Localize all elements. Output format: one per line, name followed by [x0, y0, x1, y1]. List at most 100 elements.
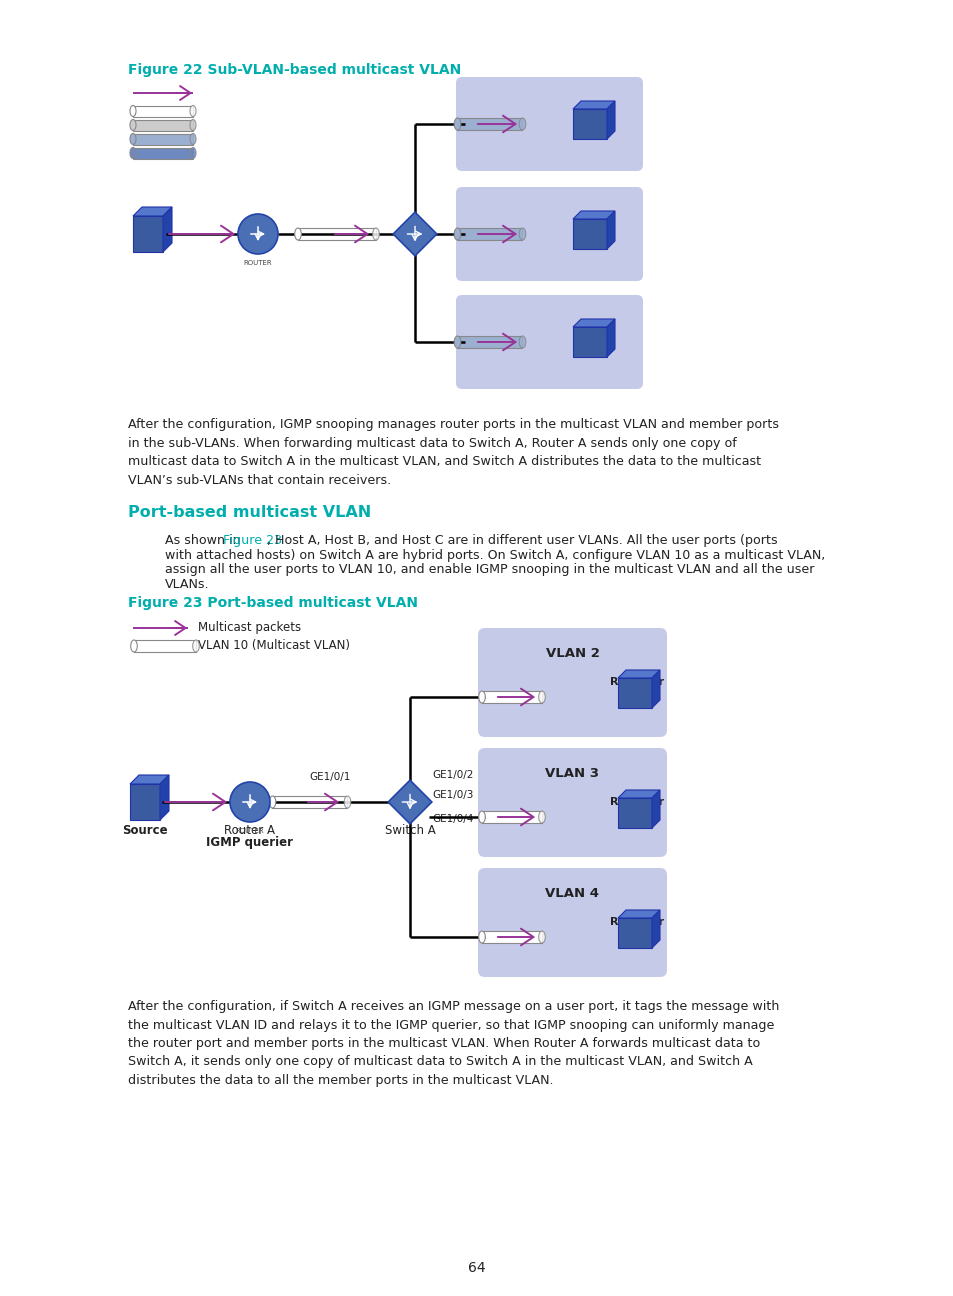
Text: Host A: Host A: [618, 689, 655, 700]
Polygon shape: [130, 784, 160, 820]
Polygon shape: [573, 319, 615, 327]
Text: 64: 64: [468, 1261, 485, 1275]
Ellipse shape: [294, 228, 301, 240]
Polygon shape: [573, 101, 615, 109]
Text: GE1/0/4: GE1/0/4: [432, 814, 473, 824]
Polygon shape: [618, 678, 651, 708]
Polygon shape: [618, 910, 659, 918]
Text: Host C: Host C: [618, 931, 655, 940]
Text: GE1/0/2: GE1/0/2: [432, 770, 473, 780]
Bar: [457, 118, 522, 130]
Polygon shape: [618, 798, 651, 828]
Ellipse shape: [131, 640, 137, 652]
Polygon shape: [606, 101, 615, 139]
Circle shape: [237, 214, 277, 254]
Bar: [132, 133, 193, 144]
Ellipse shape: [344, 796, 351, 807]
Polygon shape: [163, 207, 172, 251]
Text: VLAN 3: VLAN 3: [545, 767, 598, 780]
Text: GE1/0/1: GE1/0/1: [309, 772, 351, 781]
Ellipse shape: [193, 640, 199, 652]
Ellipse shape: [538, 691, 545, 702]
Ellipse shape: [130, 105, 136, 117]
Bar: [481, 931, 541, 943]
Polygon shape: [606, 319, 615, 356]
Polygon shape: [130, 775, 169, 784]
Bar: [457, 228, 522, 240]
Bar: [132, 105, 193, 117]
Bar: [481, 811, 541, 823]
Text: As shown in: As shown in: [165, 534, 244, 547]
Ellipse shape: [130, 133, 136, 144]
Text: Port-based multicast VLAN: Port-based multicast VLAN: [128, 505, 371, 520]
Ellipse shape: [454, 336, 460, 349]
Polygon shape: [160, 775, 169, 820]
Polygon shape: [606, 211, 615, 249]
Text: Receiver: Receiver: [609, 797, 663, 807]
Text: assign all the user ports to VLAN 10, and enable IGMP snooping in the multicast : assign all the user ports to VLAN 10, an…: [165, 562, 814, 575]
Ellipse shape: [373, 228, 379, 240]
Text: ROUTER: ROUTER: [235, 828, 264, 835]
Polygon shape: [618, 670, 659, 678]
Text: Receiver: Receiver: [609, 918, 663, 927]
Text: GE1/0/3: GE1/0/3: [432, 791, 473, 800]
Polygon shape: [388, 780, 432, 824]
Polygon shape: [618, 918, 651, 947]
Text: Receiver: Receiver: [609, 677, 663, 687]
Polygon shape: [573, 219, 606, 249]
FancyBboxPatch shape: [456, 295, 642, 389]
Bar: [273, 796, 347, 807]
Text: Figure 23: Figure 23: [223, 534, 282, 547]
Ellipse shape: [518, 336, 525, 349]
Ellipse shape: [130, 119, 136, 131]
Ellipse shape: [190, 119, 195, 131]
Ellipse shape: [190, 148, 195, 158]
Ellipse shape: [454, 228, 460, 240]
Bar: [457, 336, 522, 349]
Ellipse shape: [478, 691, 485, 702]
Text: VLAN 10 (Multicast VLAN): VLAN 10 (Multicast VLAN): [198, 639, 350, 652]
Text: VLANs.: VLANs.: [165, 578, 210, 591]
Ellipse shape: [538, 811, 545, 823]
Bar: [132, 148, 193, 158]
Bar: [133, 640, 195, 652]
FancyBboxPatch shape: [477, 629, 666, 737]
Polygon shape: [651, 910, 659, 947]
Ellipse shape: [478, 811, 485, 823]
Ellipse shape: [190, 105, 195, 117]
Bar: [297, 228, 375, 240]
Polygon shape: [573, 211, 615, 219]
FancyBboxPatch shape: [456, 76, 642, 171]
FancyBboxPatch shape: [456, 187, 642, 281]
Bar: [481, 691, 541, 702]
Ellipse shape: [454, 118, 460, 130]
Text: After the configuration, IGMP snooping manages router ports in the multicast VLA: After the configuration, IGMP snooping m…: [128, 419, 779, 486]
Text: Multicast packets: Multicast packets: [198, 622, 301, 635]
Text: Switch A: Switch A: [384, 824, 435, 837]
Ellipse shape: [518, 118, 525, 130]
Ellipse shape: [190, 133, 195, 144]
FancyBboxPatch shape: [477, 748, 666, 857]
FancyBboxPatch shape: [477, 868, 666, 977]
Polygon shape: [651, 791, 659, 828]
Circle shape: [230, 781, 270, 822]
Bar: [132, 119, 193, 131]
Text: ROUTER: ROUTER: [243, 260, 272, 266]
Ellipse shape: [518, 228, 525, 240]
Text: After the configuration, if Switch A receives an IGMP message on a user port, it: After the configuration, if Switch A rec…: [128, 1001, 779, 1087]
Polygon shape: [651, 670, 659, 708]
Polygon shape: [132, 207, 172, 216]
Text: Figure 23 Port-based multicast VLAN: Figure 23 Port-based multicast VLAN: [128, 596, 417, 610]
Text: VLAN 4: VLAN 4: [545, 886, 598, 899]
Polygon shape: [393, 213, 436, 255]
Ellipse shape: [269, 796, 275, 807]
Text: with attached hosts) on Switch A are hybrid ports. On Switch A, configure VLAN 1: with attached hosts) on Switch A are hyb…: [165, 548, 824, 561]
Polygon shape: [618, 791, 659, 798]
Text: IGMP querier: IGMP querier: [206, 836, 294, 849]
Ellipse shape: [478, 931, 485, 943]
Text: VLAN 2: VLAN 2: [545, 647, 598, 660]
Text: Host B: Host B: [618, 810, 655, 820]
Text: , Host A, Host B, and Host C are in different user VLANs. All the user ports (po: , Host A, Host B, and Host C are in diff…: [267, 534, 777, 547]
Text: Figure 22 Sub-VLAN-based multicast VLAN: Figure 22 Sub-VLAN-based multicast VLAN: [128, 64, 460, 76]
Polygon shape: [573, 327, 606, 356]
